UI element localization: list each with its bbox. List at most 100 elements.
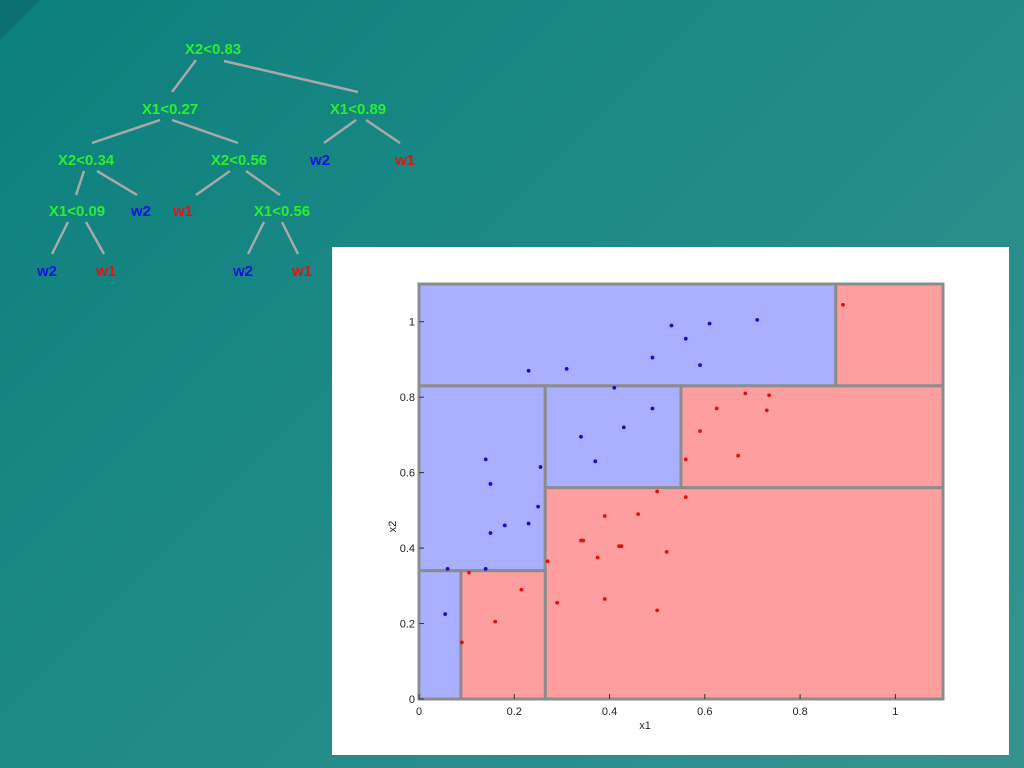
x-tick-label: 0.4 xyxy=(602,706,617,718)
y-tick-label: 0.2 xyxy=(400,619,415,631)
point-w2 xyxy=(612,385,617,390)
y-tick-label: 0 xyxy=(409,694,415,706)
y-tick-label: 1 xyxy=(409,317,415,329)
point-w2 xyxy=(502,523,507,528)
tree-nodes: X2<0.83 X1<0.27 X1<0.89 X2<0.34 X2<0.56 w2 w1 X… xyxy=(36,41,415,280)
point-w1 xyxy=(841,302,845,307)
point-w1 xyxy=(743,391,748,396)
point-w2 xyxy=(621,425,626,430)
point-w1 xyxy=(736,453,741,458)
tree-edge-n3-n8 xyxy=(96,169,138,197)
tree-edge-n7-n12 xyxy=(84,221,106,255)
point-w1 xyxy=(683,495,688,500)
region-w1 xyxy=(679,384,945,490)
tree-split-node: X1<0.56 xyxy=(254,203,310,220)
y-axis-label: x2 xyxy=(387,521,399,533)
tree-edge-n2-n6 xyxy=(365,118,401,145)
point-w2 xyxy=(579,434,583,439)
tree-leaf-w2: w2 xyxy=(36,263,57,280)
point-w1 xyxy=(519,587,524,592)
point-w2 xyxy=(707,321,712,326)
x-tick-label: 0.6 xyxy=(697,706,712,718)
point-w1 xyxy=(459,640,464,645)
point-w2 xyxy=(526,521,531,526)
point-w2 xyxy=(488,531,493,535)
x-tick-label: 1 xyxy=(892,706,898,718)
point-w1 xyxy=(619,544,624,549)
point-w1 xyxy=(636,512,641,517)
y-tick-label: 0.6 xyxy=(400,468,415,480)
point-w1 xyxy=(664,549,669,554)
tree-split-node: X1<0.09 xyxy=(49,203,105,220)
x-tick-label: 0.8 xyxy=(792,706,807,718)
tree-edge-n4-n10 xyxy=(245,169,281,197)
point-w2 xyxy=(650,406,655,411)
tree-edge-n1-n4 xyxy=(171,118,239,145)
point-w2 xyxy=(650,355,655,360)
tree-split-node: X2<0.34 xyxy=(58,152,115,169)
tree-leaf-w1: w1 xyxy=(95,263,116,280)
tree-edge-n3-n7 xyxy=(74,170,86,196)
point-w2 xyxy=(483,457,488,462)
tree-leaf-w2: w2 xyxy=(232,263,253,280)
y-tick-label: 0.8 xyxy=(400,392,415,404)
tree-edge-n10-n14 xyxy=(280,221,300,255)
point-w1 xyxy=(767,393,772,398)
point-w1 xyxy=(764,408,769,413)
point-w1 xyxy=(493,619,498,624)
region-w1 xyxy=(543,486,945,701)
y-tick-label: 0.4 xyxy=(400,543,415,555)
point-w1 xyxy=(581,538,586,543)
partition-plot: 00 0.2 0.2 0.4 0.4 0.6 0.6 0.8 0.8 1 1 x1 x2 xyxy=(387,282,945,732)
tree-leaf-w2: w2 xyxy=(309,152,330,169)
point-w1 xyxy=(655,608,660,613)
background-corner xyxy=(0,0,40,40)
point-w1 xyxy=(698,429,702,434)
tree-split-node: X1<0.27 xyxy=(142,101,198,118)
point-w1 xyxy=(602,514,607,518)
tree-leaf-w1: w1 xyxy=(291,263,312,280)
point-w2 xyxy=(698,363,702,368)
tree-edge-n0-n2 xyxy=(223,59,359,94)
decision-tree: X2<0.83 X1<0.27 X1<0.89 X2<0.34 X2<0.56 w2 w1 X… xyxy=(36,41,415,280)
point-w1 xyxy=(555,600,560,605)
tree-split-node: X2<0.56 xyxy=(211,152,267,169)
tree-edges xyxy=(50,59,401,255)
point-w2 xyxy=(683,336,688,341)
tree-edge-n10-n13 xyxy=(246,221,266,255)
tree-edge-n0-n1 xyxy=(171,59,197,93)
x-tick-label: 0.2 xyxy=(507,706,522,718)
point-w1 xyxy=(545,559,550,564)
tree-leaf-w2: w2 xyxy=(130,203,151,220)
point-w1 xyxy=(602,597,607,601)
region-w2 xyxy=(417,282,838,388)
point-w2 xyxy=(445,566,450,571)
plot-points xyxy=(443,302,845,645)
point-w2 xyxy=(526,368,531,373)
point-w1 xyxy=(467,570,471,575)
region-w1 xyxy=(834,282,945,388)
tree-split-node: X2<0.83 xyxy=(185,41,241,58)
point-w1 xyxy=(714,406,719,411)
tree-split-node: X1<0.89 xyxy=(330,101,386,118)
region-w2 xyxy=(543,384,683,490)
point-w2 xyxy=(536,504,540,509)
point-w2 xyxy=(488,482,493,486)
point-w2 xyxy=(593,459,598,464)
point-w2 xyxy=(564,366,569,371)
tree-edge-n4-n9 xyxy=(195,169,231,197)
point-w1 xyxy=(683,457,688,462)
region-w2 xyxy=(417,569,463,701)
point-w1 xyxy=(595,555,600,560)
plot-axes: 00 0.2 0.2 0.4 0.4 0.6 0.6 0.8 0.8 1 1 xyxy=(400,317,899,718)
point-w2 xyxy=(483,566,488,571)
point-w2 xyxy=(538,465,543,469)
tree-edge-n1-n3 xyxy=(91,118,161,145)
tree-edge-n2-n5 xyxy=(323,118,357,145)
plot-regions xyxy=(417,282,945,701)
partition-plot-panel: 0 0 0.2 0.2 0.4 0.4 0.6 0.6 0.8 0.8 1 1 x1 x2 xyxy=(332,247,1009,755)
tree-edge-n7-n11 xyxy=(50,221,70,255)
tree-leaf-w1: w1 xyxy=(394,152,415,169)
region-w1 xyxy=(459,569,547,701)
x-tick-label: 0 xyxy=(416,706,422,718)
